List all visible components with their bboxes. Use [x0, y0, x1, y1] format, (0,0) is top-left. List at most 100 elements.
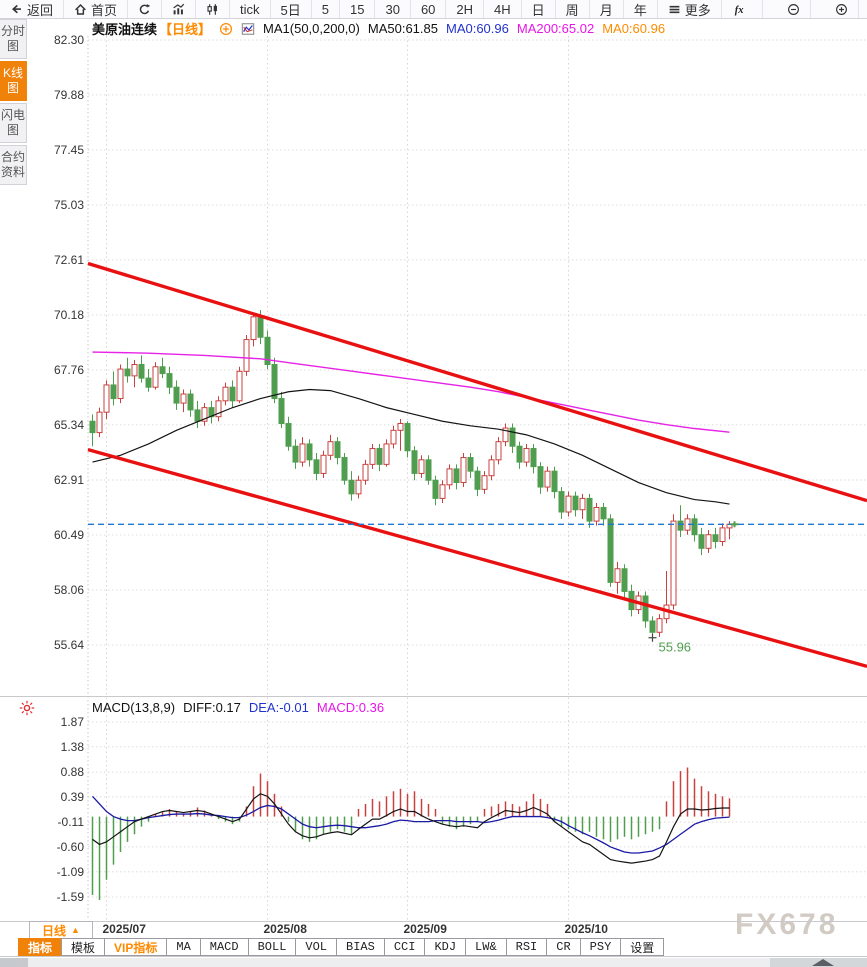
candle: [89, 414, 96, 447]
sidebar-item-contract-info[interactable]: 合约资料: [0, 145, 27, 185]
tab-macd[interactable]: MACD: [199, 938, 249, 956]
candle-body: [432, 479, 439, 499]
candle: [222, 382, 229, 406]
candle-body: [628, 590, 635, 611]
candle-body: [607, 518, 614, 583]
candle: [348, 471, 355, 501]
sidebar-item-time-chart[interactable]: 分时图: [0, 19, 27, 59]
last-price-marker: [730, 521, 739, 528]
candle: [614, 561, 621, 594]
period-label: 【日线】: [159, 22, 212, 37]
indicator-settings-icon[interactable]: [19, 700, 35, 716]
toolbar-button-fx[interactable]: fx: [721, 0, 763, 18]
y-tick-label: 1.38: [60, 739, 84, 754]
candle-body: [509, 427, 516, 447]
toolbar-button-label: 5: [321, 1, 329, 17]
low-price-label: 55.96: [659, 640, 692, 655]
strip-corner: [0, 958, 28, 967]
period-selector-button[interactable]: 日线 ▲: [29, 921, 93, 939]
candle: [418, 455, 425, 478]
candle: [628, 584, 635, 617]
tab-settings[interactable]: 设置: [620, 938, 665, 956]
tab-template[interactable]: 模板: [61, 938, 106, 956]
toolbar-button-month[interactable]: 月: [589, 0, 624, 18]
candle-body: [320, 454, 327, 474]
candle-body: [152, 366, 159, 388]
mini-chart-icon[interactable]: [241, 22, 255, 36]
tab-lw[interactable]: LW&: [465, 938, 507, 956]
candle-body: [579, 497, 586, 511]
toolbar-button-year[interactable]: 年: [623, 0, 658, 18]
toolbar-button-home[interactable]: 首页: [64, 0, 129, 18]
toolbar-button-day[interactable]: 日: [521, 0, 556, 18]
toolbar-button-4-hour[interactable]: 4H: [484, 0, 522, 18]
candle: [299, 437, 306, 467]
candle: [376, 443, 383, 472]
top-toolbar: 返回 首页 tick 5日 5 15 30 60 2H 4H 日 周 月 年 更多 fx: [0, 0, 867, 19]
tab-rsi[interactable]: RSI: [505, 938, 548, 956]
menu-icon: [668, 3, 681, 16]
sidebar-item-kline-chart[interactable]: K线图: [0, 61, 27, 101]
toolbar-button-2-hour[interactable]: 2H: [446, 0, 485, 18]
toolbar-button-15-min[interactable]: 15: [340, 0, 376, 18]
y-tick-label: 55.64: [53, 638, 84, 652]
candle: [579, 493, 586, 519]
y-tick-label: 62.91: [53, 473, 84, 488]
candle-body: [334, 441, 341, 459]
trendline-lower: [87, 447, 867, 668]
add-compare-icon[interactable]: [219, 22, 233, 36]
refresh-icon: [138, 3, 151, 16]
toolbar-button-bar-chart[interactable]: [162, 0, 197, 18]
ma0-value-blue: MA0:60.96: [445, 21, 509, 36]
toolbar-button-more[interactable]: 更多: [657, 0, 722, 18]
candle-body: [593, 506, 600, 522]
candle-body: [390, 429, 397, 445]
y-tick-label: 60.49: [53, 527, 84, 542]
candle: [621, 564, 628, 599]
sidebar-item-lightning-chart[interactable]: 闪电图: [0, 103, 27, 143]
candle-body: [362, 463, 369, 481]
candlestick-series: [89, 310, 733, 638]
candle: [719, 523, 726, 547]
y-tick-label: 70.18: [53, 308, 84, 323]
tab-kdj[interactable]: KDJ: [424, 938, 467, 956]
candle: [509, 423, 516, 454]
tab-vip-indicator[interactable]: VIP指标: [104, 938, 168, 956]
tab-bias[interactable]: BIAS: [336, 938, 385, 956]
candle-body: [663, 604, 670, 620]
toolbar-button-60-min[interactable]: 60: [410, 0, 447, 18]
x-tick-label: 2025/07: [102, 922, 146, 936]
tab-psy[interactable]: PSY: [579, 938, 622, 956]
candle-body: [558, 491, 565, 513]
toolbar-button-label: 更多: [684, 2, 711, 18]
tab-boll[interactable]: BOLL: [247, 938, 297, 956]
tab-indicator[interactable]: 指标: [18, 938, 63, 956]
y-tick-label: 82.30: [53, 33, 84, 47]
toolbar-button-back[interactable]: 返回: [0, 0, 65, 18]
candle-body: [89, 420, 96, 434]
tabbar-separator: [0, 956, 867, 957]
toolbar-button-tick[interactable]: tick: [230, 0, 271, 18]
candle: [264, 330, 271, 370]
candle-body: [586, 497, 593, 522]
expand-up-icon[interactable]: [812, 959, 834, 966]
low-marker: 55.96: [648, 633, 692, 655]
toolbar-button-zoom-in[interactable]: [824, 0, 859, 18]
toolbar-button-5-min[interactable]: 5: [311, 0, 340, 18]
toolbar-button-zoom-out[interactable]: [776, 0, 811, 18]
toolbar-button-week[interactable]: 周: [555, 0, 590, 18]
toolbar-button-5-day[interactable]: 5日: [270, 0, 312, 18]
tab-vol[interactable]: VOL: [295, 938, 338, 956]
y-tick-label: 77.45: [53, 143, 84, 158]
toolbar-button-candlestick[interactable]: [196, 0, 231, 18]
candle: [460, 453, 467, 488]
candle: [334, 437, 341, 465]
bottom-scroll-strip[interactable]: [0, 958, 867, 967]
candle: [166, 366, 173, 395]
toolbar-button-refresh[interactable]: [128, 0, 163, 18]
toolbar-button-30-min[interactable]: 30: [375, 0, 411, 18]
tab-cci[interactable]: CCI: [383, 938, 426, 956]
tab-ma[interactable]: MA: [166, 938, 201, 956]
candle-body: [537, 466, 544, 488]
tab-cr[interactable]: CR: [546, 938, 581, 956]
